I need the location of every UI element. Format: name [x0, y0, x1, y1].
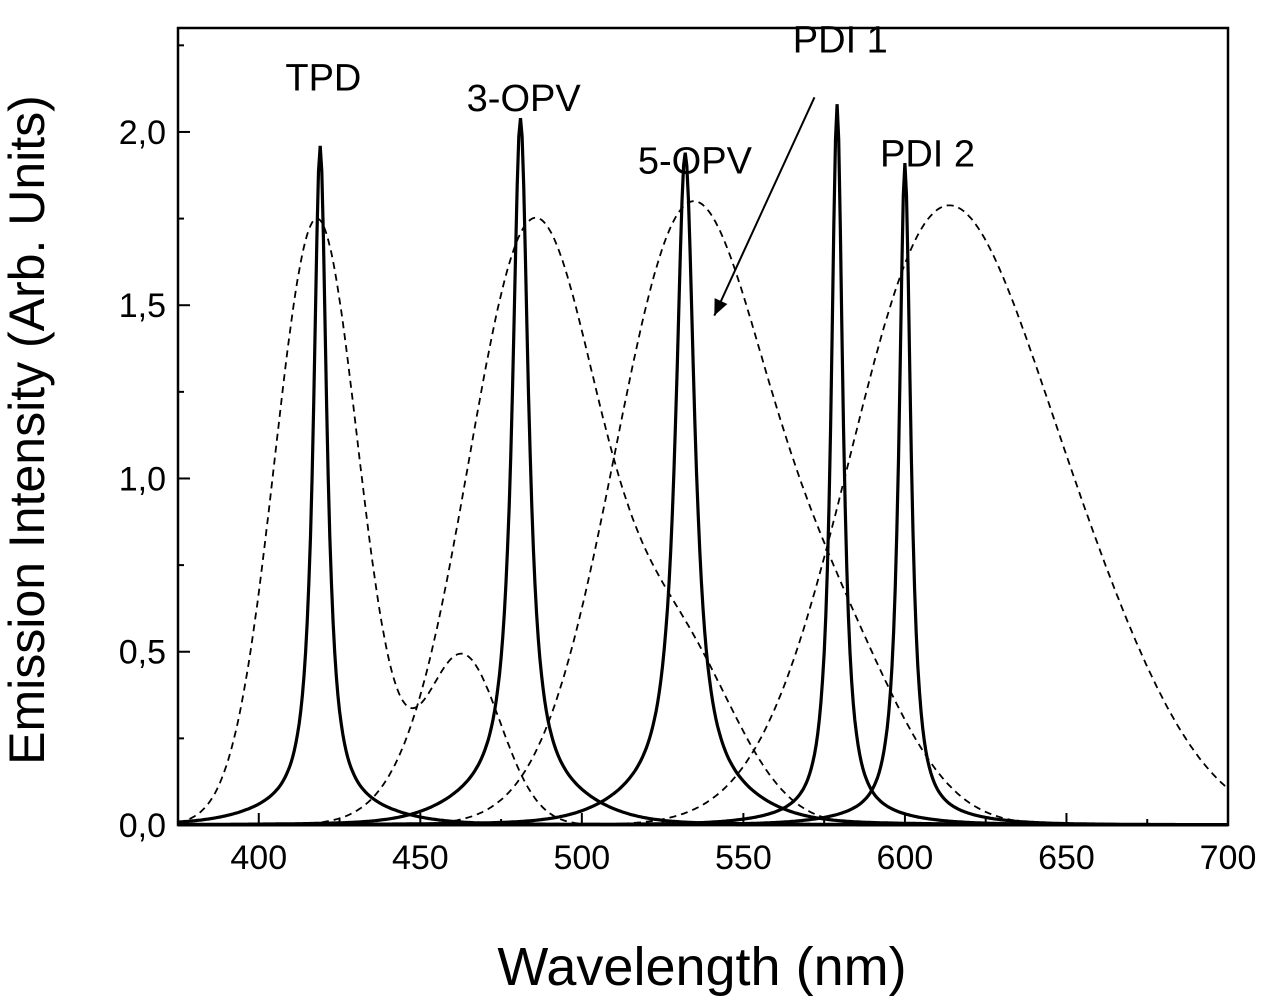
photoluminescence-series-7	[178, 216, 1228, 826]
y-tick-label: 1,5	[119, 287, 166, 325]
annotation-arrow-line	[713, 96, 816, 317]
electroluminescence-series-4	[178, 104, 1228, 827]
y-tick-label: 2,0	[119, 114, 166, 152]
annotation-label: 3-OPV	[467, 78, 582, 120]
x-tick-label: 600	[877, 839, 934, 877]
x-tick-label: 450	[392, 839, 449, 877]
annotation-layer: TPD 3-OPV 5-OPV PDI 1 PDI 2	[285, 19, 975, 317]
x-axis-label: Wavelength (nm)	[497, 937, 906, 997]
electroluminescence-series-2	[178, 117, 1228, 827]
photoluminescence-series-8	[178, 200, 1228, 826]
series-layer	[177, 104, 1229, 827]
y-tick-label: 1,0	[119, 460, 166, 498]
photoluminescence-series-9	[178, 204, 1229, 826]
x-tick-label: 700	[1200, 839, 1257, 877]
y-tick-label: 0,0	[119, 807, 166, 845]
annotation-label: 5-OPV	[638, 141, 753, 183]
electroluminescence-series-3	[178, 152, 1228, 827]
ticks-layer: 400 450 500 550 600 650 700 0,0 0,5 1,0 1,5 2,0	[119, 44, 1257, 877]
electroluminescence-series-1	[177, 145, 1228, 827]
annotation-label: TPD	[285, 57, 361, 99]
y-tick-label: 0,5	[119, 634, 166, 672]
x-tick-label: 400	[230, 839, 287, 877]
annotation-arrow-head	[714, 298, 728, 316]
y-axis-label: Emission Intensity (Arb. Units)	[0, 95, 55, 765]
annotation-label: PDI 1	[793, 19, 888, 61]
annotation-label: PDI 2	[880, 134, 975, 176]
x-tick-label: 500	[553, 839, 610, 877]
x-tick-label: 550	[715, 839, 772, 877]
electroluminescence-series-5	[178, 163, 1228, 827]
x-tick-label: 650	[1038, 839, 1095, 877]
photoluminescence-series-6	[177, 217, 1228, 826]
